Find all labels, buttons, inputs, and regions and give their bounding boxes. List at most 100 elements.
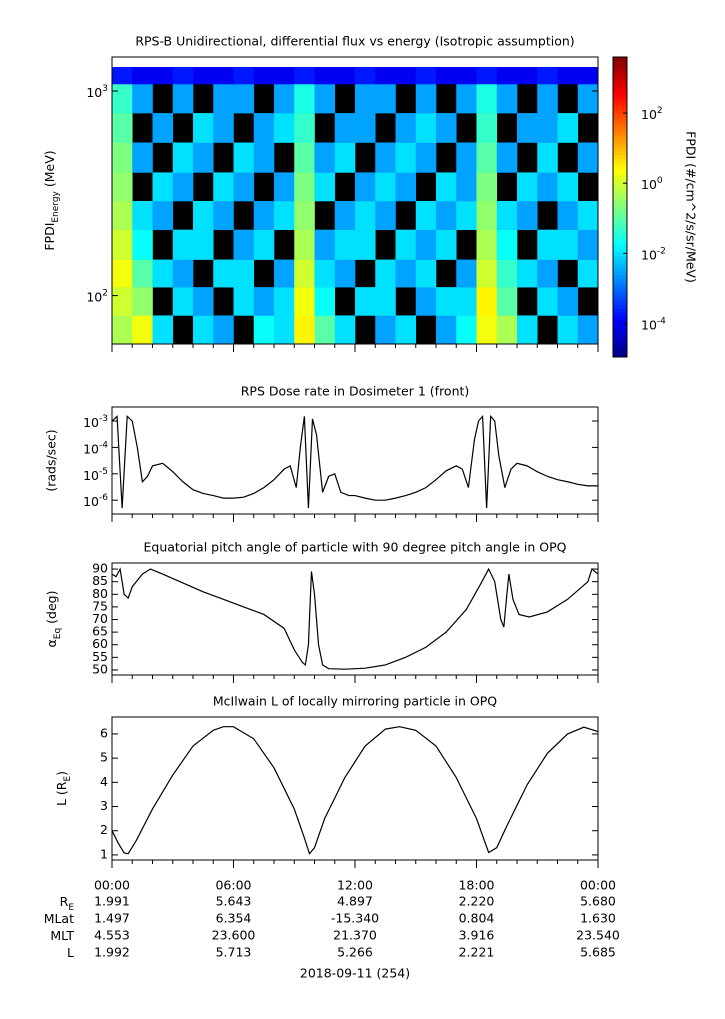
colorbar-strip xyxy=(613,244,627,249)
heatmap-cell xyxy=(253,142,275,173)
heatmap-cell xyxy=(253,66,275,85)
heatmap-cell xyxy=(294,172,315,202)
colorbar-strip xyxy=(613,165,627,170)
colorbar-strip xyxy=(613,237,627,242)
heatmap-cell xyxy=(314,142,336,173)
colorbar-tick-label: 10-2 xyxy=(641,246,666,262)
y-tick-label: 65 xyxy=(92,624,108,639)
y-tick-label: 6 xyxy=(100,725,108,740)
heatmap-cell xyxy=(577,66,599,85)
heatmap-cell xyxy=(355,113,376,143)
heatmap-cell xyxy=(233,66,255,85)
heatmap-cell xyxy=(415,259,437,288)
colorbar-strip xyxy=(613,285,627,290)
heatmap-cell xyxy=(476,83,498,114)
colorbar-strip xyxy=(613,109,627,114)
y-tick-label-part: -5 xyxy=(99,466,108,476)
ephemeris-value: 5.266 xyxy=(337,945,373,960)
heatmap-cell xyxy=(496,259,518,288)
heatmap-cell xyxy=(537,229,558,260)
heatmap-cell xyxy=(274,66,295,85)
y-axis-label-part: (MeV) xyxy=(42,150,57,191)
heatmap-cell xyxy=(375,315,396,345)
heatmap-cell xyxy=(496,229,518,260)
colorbar-strip xyxy=(613,315,627,320)
heatmap-cell xyxy=(274,172,295,202)
colorbar-strip xyxy=(613,72,627,77)
heatmap-cell xyxy=(334,200,356,230)
colorbar-strip xyxy=(613,60,627,65)
colorbar-strip xyxy=(613,94,627,99)
heatmap-cell xyxy=(476,287,498,316)
y-axis-label: (rads/sec) xyxy=(44,429,59,491)
heatmap-cell xyxy=(112,229,133,260)
colorbar-strip xyxy=(613,132,627,137)
heatmap-cell xyxy=(172,142,194,173)
heatmap-cell xyxy=(132,200,153,230)
colorbar-strip xyxy=(613,210,627,215)
ephemeris-value: 0.804 xyxy=(459,911,495,926)
colorbar-strip xyxy=(613,308,627,313)
colorbar-strip xyxy=(613,327,627,332)
y-axis-label-part: α xyxy=(44,639,59,647)
y-axis-label-part: Energy xyxy=(51,190,61,222)
heatmap-cell xyxy=(112,259,133,288)
colorbar-strip xyxy=(613,158,627,163)
heatmap-cell xyxy=(314,172,336,202)
colorbar-strip xyxy=(613,214,627,219)
y-axis-label-part: Eq xyxy=(53,628,63,639)
heatmap-cell xyxy=(456,315,477,345)
colorbar-strip xyxy=(613,150,627,155)
heatmap-cell xyxy=(537,172,558,202)
heatmap-cell xyxy=(172,83,194,114)
y-tick-label-part: 10 xyxy=(83,467,99,482)
colorbar-strip xyxy=(613,192,627,197)
ephemeris-row-label-part: MLat xyxy=(44,911,74,926)
heatmap-cell xyxy=(294,83,315,114)
heatmap-cell xyxy=(253,287,275,316)
heatmap-cell xyxy=(517,259,538,288)
heatmap-cell xyxy=(355,66,376,85)
heatmap-cell xyxy=(112,315,133,345)
heatmap-cell xyxy=(294,259,315,288)
heatmap-cell xyxy=(395,172,417,202)
y-tick-label: 60 xyxy=(92,636,108,651)
colorbar-strip xyxy=(613,64,627,69)
heatmap-cell xyxy=(375,287,396,316)
heatmap-cell xyxy=(456,142,477,173)
y-tick-label: 70 xyxy=(92,611,108,626)
heatmap-cell xyxy=(476,259,498,288)
heatmap-cell xyxy=(496,142,518,173)
ephemeris-value: 1.992 xyxy=(94,945,130,960)
heatmap-cell xyxy=(334,259,356,288)
heatmap-cell xyxy=(436,315,457,345)
colorbar-strip xyxy=(613,203,627,208)
heatmap-cell xyxy=(294,315,315,345)
colorbar-strip xyxy=(613,233,627,238)
heatmap-cell xyxy=(132,66,153,85)
heatmap-cell xyxy=(193,66,214,85)
y-tick-label: 5 xyxy=(100,750,108,765)
heatmap-cell xyxy=(314,66,336,85)
colorbar-strip xyxy=(613,195,627,200)
y-tick-label: 102 xyxy=(86,288,108,304)
heatmap-cell xyxy=(274,83,295,114)
colorbar-strip xyxy=(613,304,627,309)
heatmap-cell xyxy=(537,142,558,173)
colorbar-strip xyxy=(613,143,627,148)
heatmap-cell xyxy=(415,200,437,230)
heatmap-cell xyxy=(375,66,396,85)
heatmap-cell xyxy=(395,142,417,173)
heatmap-cell xyxy=(436,172,457,202)
heatmap-cell xyxy=(537,287,558,316)
y-axis-label-part: (deg) xyxy=(44,591,59,628)
heatmap-cell xyxy=(112,200,133,230)
colorbar-strip xyxy=(613,113,627,118)
heatmap-cell xyxy=(334,315,356,345)
heatmap-cell xyxy=(456,66,477,85)
ephemeris-value: 5.643 xyxy=(216,894,252,909)
heatmap-cell xyxy=(355,200,376,230)
colorbar-strip xyxy=(613,353,627,358)
y-tick-label-part: 10 xyxy=(86,289,102,304)
ephemeris-value: 23.540 xyxy=(576,928,620,943)
